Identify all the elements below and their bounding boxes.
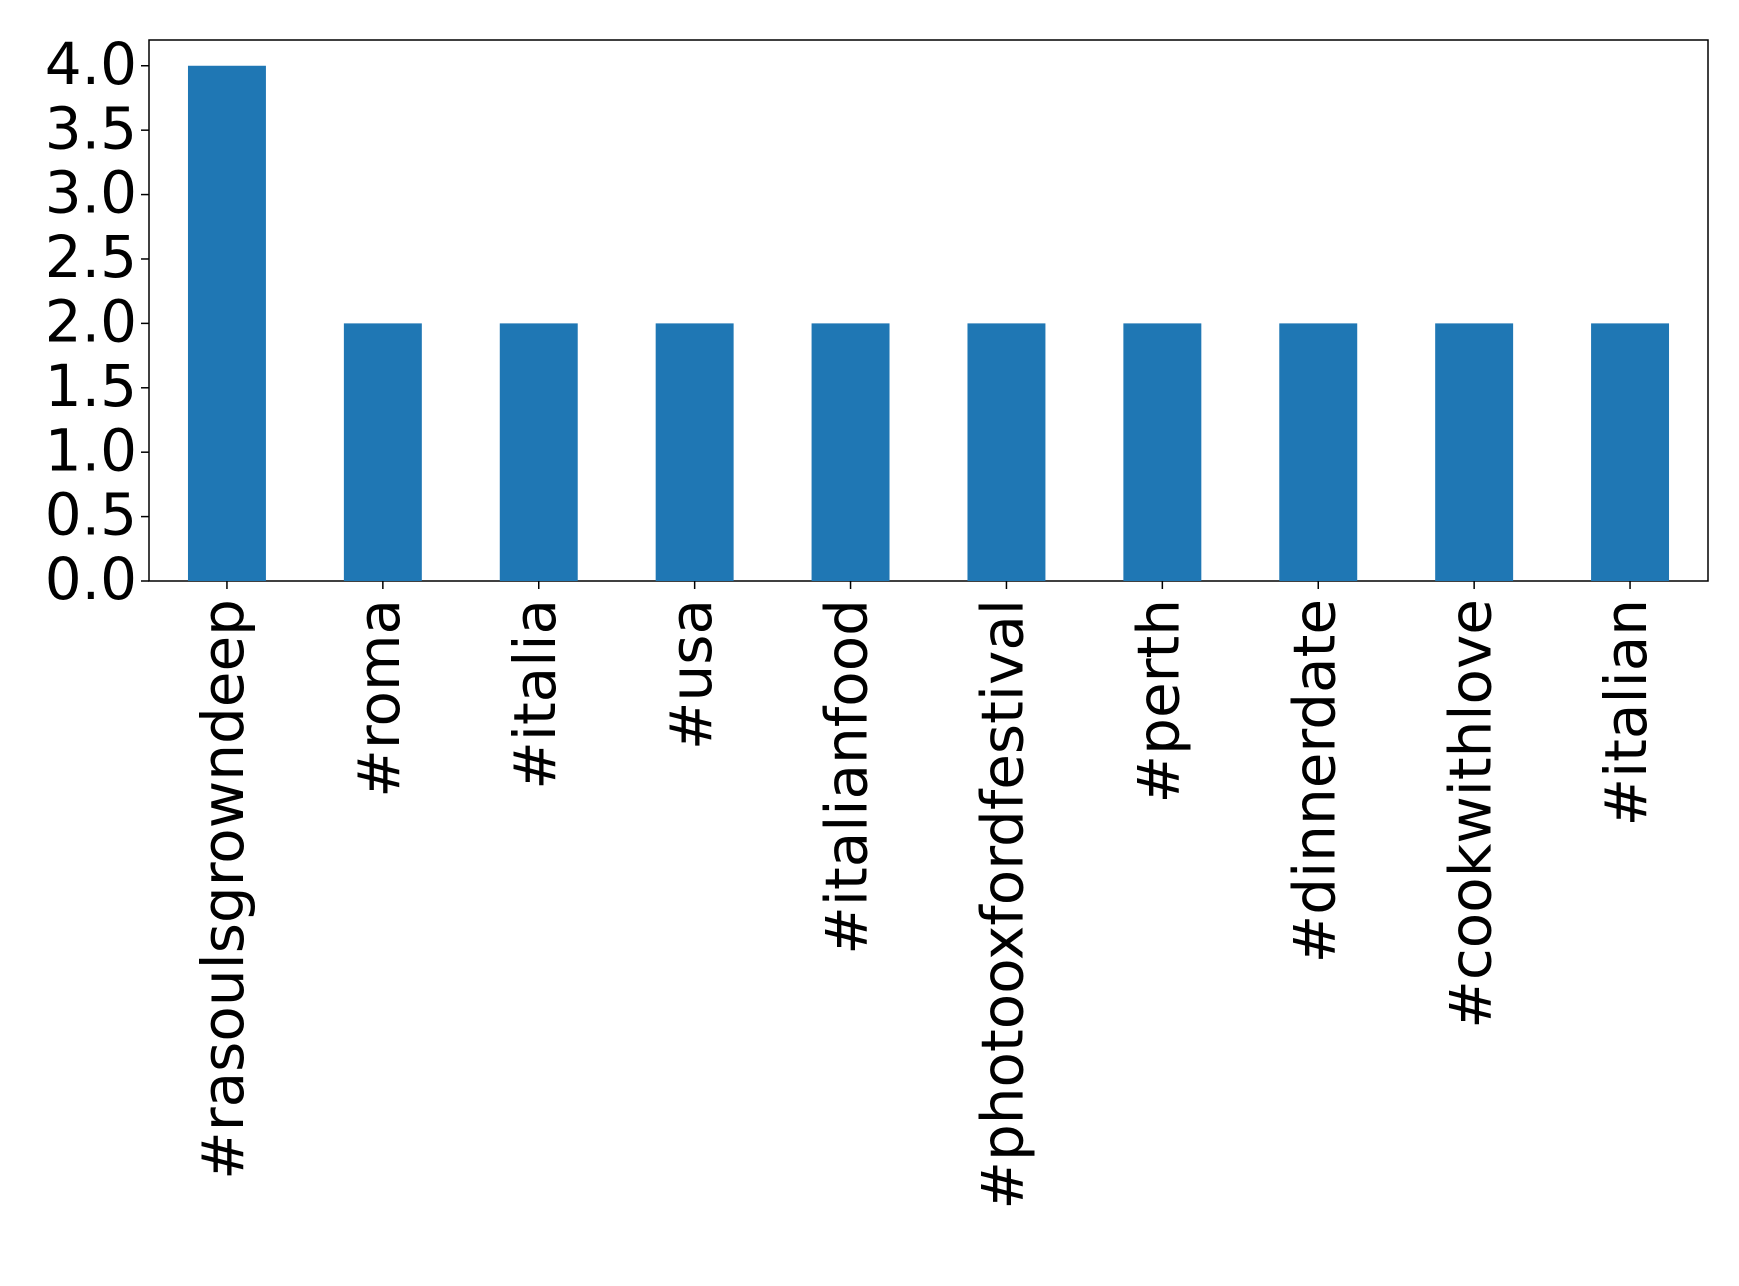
- y-tick-label: 0.0: [45, 545, 137, 613]
- bar: [187, 65, 266, 581]
- y-tick-label: 1.0: [45, 416, 137, 484]
- y-tick-label: 4.0: [45, 30, 137, 98]
- bar: [967, 323, 1046, 581]
- bar: [655, 323, 734, 581]
- bar: [1123, 323, 1202, 581]
- y-tick-label: 3.5: [45, 94, 137, 162]
- y-tick-label: 3.0: [45, 159, 137, 227]
- x-tick-label: #rasoulsgrowndeep: [189, 599, 257, 1180]
- y-tick-label: 0.5: [45, 481, 137, 549]
- bar: [343, 323, 422, 581]
- x-tick-label: #roma: [345, 599, 413, 798]
- bar: [811, 323, 890, 581]
- bar: [499, 323, 578, 581]
- y-tick-label: 2.5: [45, 223, 137, 291]
- bar: [1591, 323, 1670, 581]
- x-tick-label: #italianfood: [813, 599, 881, 955]
- y-tick-label: 1.5: [45, 352, 137, 420]
- x-tick-label: #italia: [501, 599, 569, 790]
- bar: [1435, 323, 1514, 581]
- plot-frame: [148, 39, 1709, 582]
- bar: [1279, 323, 1358, 581]
- x-tick-label: #italian: [1592, 599, 1660, 827]
- x-tick-label: #perth: [1124, 599, 1192, 803]
- x-tick-label: #dinnerdate: [1280, 599, 1348, 963]
- x-tick-label: #photooxfordfestival: [969, 599, 1037, 1210]
- x-tick-label: #cookwithlove: [1436, 599, 1504, 1029]
- y-tick-label: 2.0: [45, 287, 137, 355]
- x-tick-label: #usa: [657, 599, 725, 750]
